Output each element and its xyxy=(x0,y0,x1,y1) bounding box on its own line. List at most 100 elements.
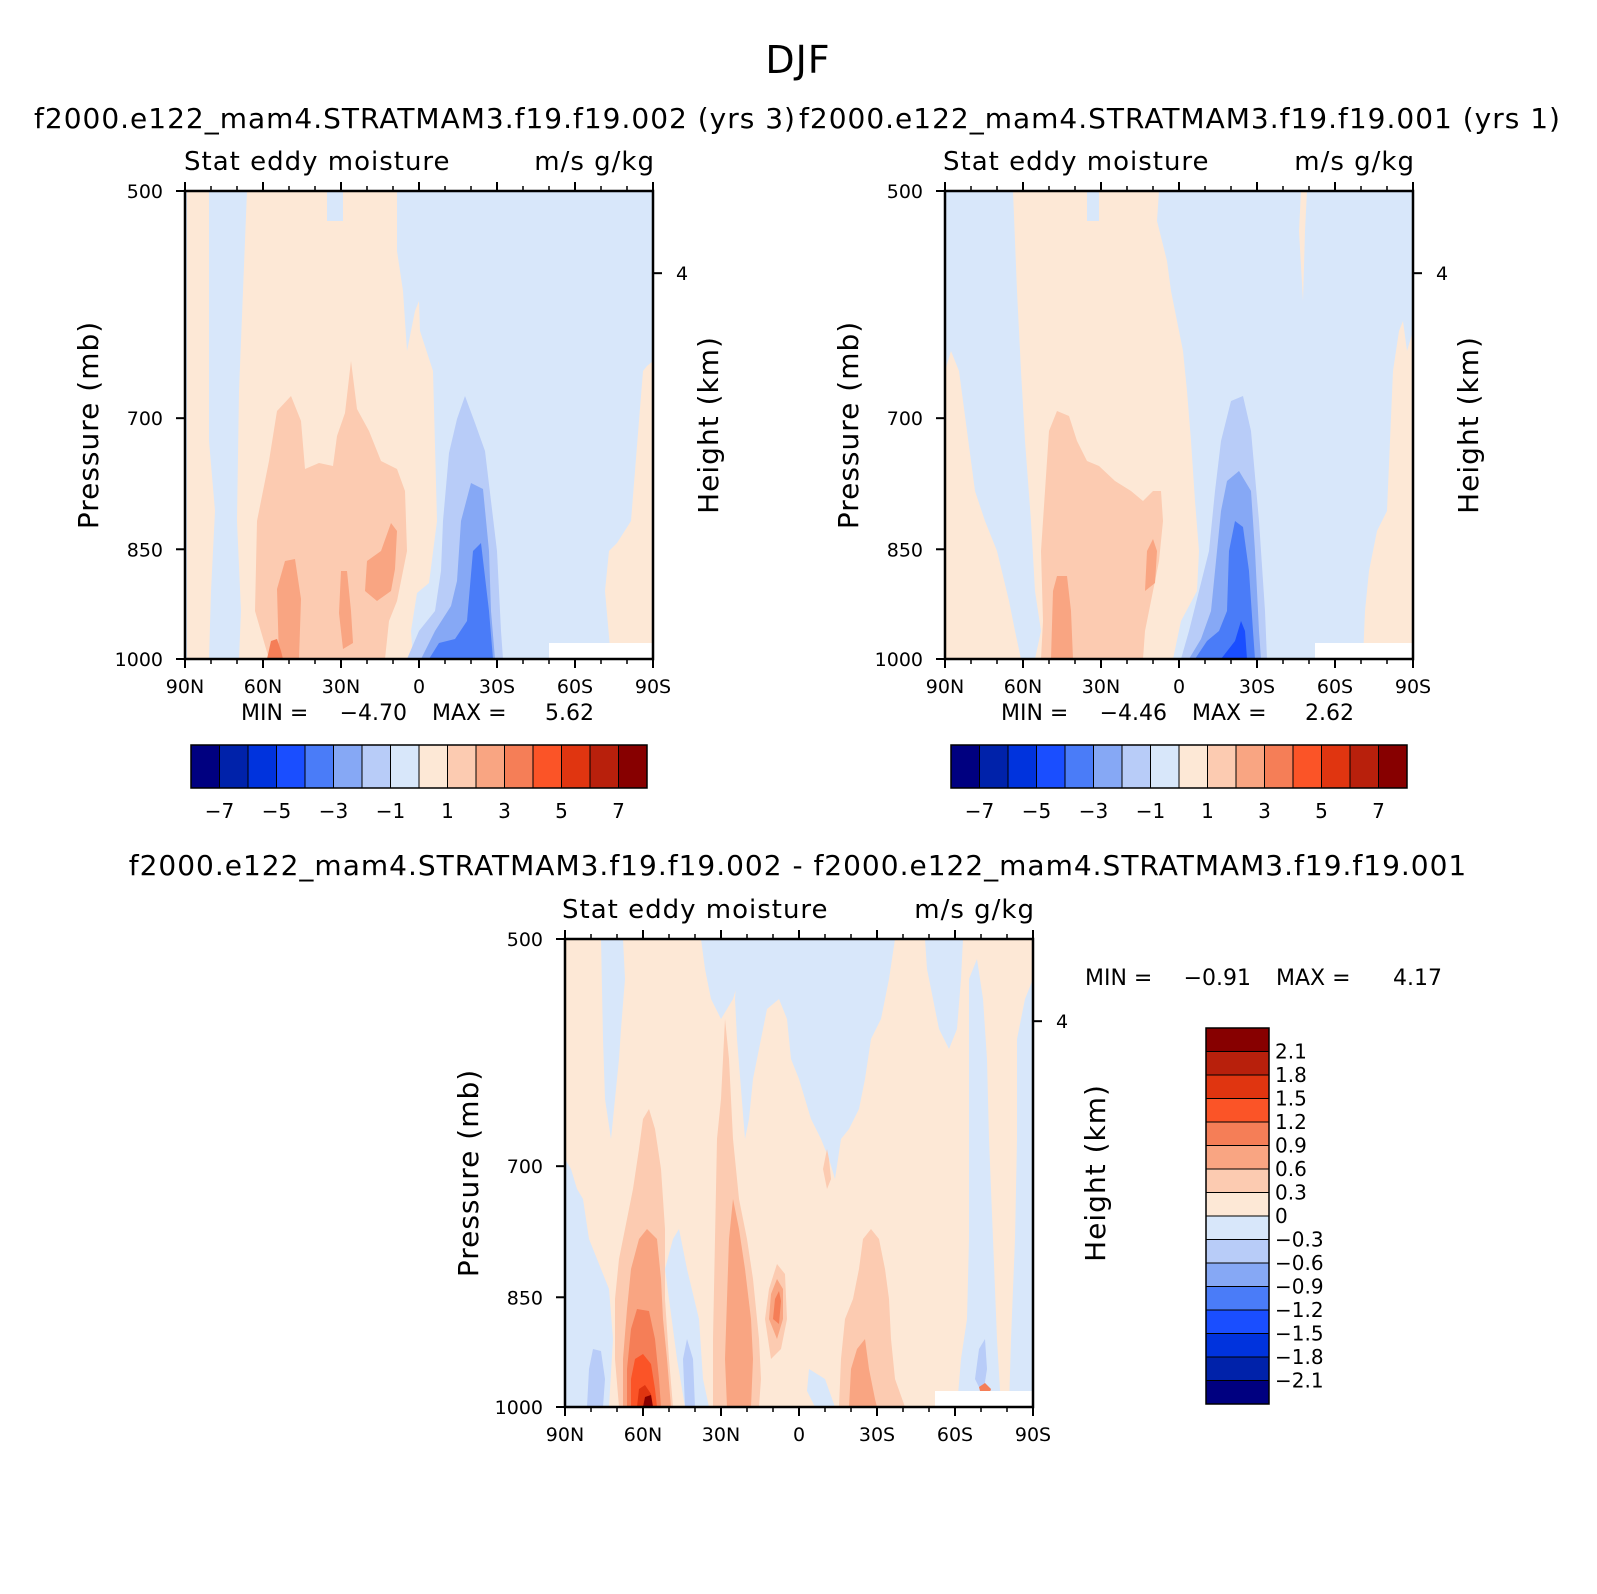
panel-1-colorbar-label: −7 xyxy=(205,799,234,823)
panel-2-colorbar-box xyxy=(950,744,980,789)
panel-1-contour-pos-3-a xyxy=(277,559,301,659)
panel-1-x-tick-label: 30N xyxy=(322,676,360,698)
panel-2-colorbar-label: 3 xyxy=(1258,799,1271,823)
panel-1-x-tick-label: 30S xyxy=(479,676,515,698)
panel-3-ylabel-right: Height (km) xyxy=(1079,1084,1112,1262)
panel-3-contour-neg-1-g xyxy=(957,959,1001,1407)
panel-3-colorbar-label: −1.5 xyxy=(1275,1322,1324,1346)
panel-3: f2000.e122_mam4.STRATMAM3.f19.f19.002 - … xyxy=(129,849,1467,1446)
panel-2-ylabel-right: Height (km) xyxy=(1452,336,1485,514)
panel-1-variable: Stat eddy moisture xyxy=(184,147,451,177)
panel-2-ylabel: Pressure (mb) xyxy=(832,321,865,529)
panel-1-y-tick-label: 500 xyxy=(127,181,163,203)
panel-1-colorbar-box xyxy=(589,744,619,789)
panel-3-colorbar-box xyxy=(1205,1309,1270,1334)
panel-3-colorbar-label: −2.1 xyxy=(1275,1369,1324,1393)
panel-3-colorbar-label: 0.9 xyxy=(1275,1134,1307,1158)
panel-1-colorbar-label: −3 xyxy=(319,799,348,823)
panel-1-y-right-tick-label: 4 xyxy=(676,263,688,285)
panel-1-colorbar-box xyxy=(561,744,591,789)
panel-1-colorbar-label: 5 xyxy=(555,799,568,823)
panel-1-colorbar-box xyxy=(390,744,420,789)
panel-3-colorbar-box xyxy=(1205,1333,1270,1358)
panel-2-y-tick-label: 850 xyxy=(887,539,923,561)
panel-3-colorbar-box xyxy=(1205,1380,1270,1405)
panel-1-y-tick-label: 1000 xyxy=(115,649,163,671)
panel-1-colorbar-box xyxy=(304,744,334,789)
panel-1-x-tick-label: 60N xyxy=(244,676,282,698)
panel-1-min-label: MIN = xyxy=(241,701,308,726)
panel-1-contour-pos-3-b xyxy=(339,571,353,649)
panel-1-contour-neg-4 xyxy=(429,543,493,659)
panel-2-colorbar-box xyxy=(1093,744,1123,789)
panel-3-contour-pos-3-b xyxy=(773,1291,781,1324)
panel-2-colorbar-box xyxy=(1064,744,1094,789)
panel-3-y-tick-label: 1000 xyxy=(495,1397,543,1419)
panel-2-colorbar-label: −3 xyxy=(1079,799,1108,823)
panel-1-max-value: 5.62 xyxy=(545,701,594,726)
panel-3-contour-neg-1-c xyxy=(665,1229,709,1407)
panel-1-colorbar-box xyxy=(418,744,448,789)
panel-1-x-tick-label: 90N xyxy=(166,676,204,698)
panel-2-min-value: −4.46 xyxy=(1100,701,1167,726)
panel-1-x-tick-label: 60S xyxy=(557,676,593,698)
panel-1-colorbar-box xyxy=(276,744,306,789)
panel-3-missing-region xyxy=(935,1391,1033,1407)
panel-3-contour-neg-1-d xyxy=(701,939,741,1019)
panel-3-x-tick-label: 60N xyxy=(624,1424,662,1446)
panel-1-colorbar-box xyxy=(219,744,249,789)
panel-3-contour-neg-2-b xyxy=(683,1339,695,1407)
panel-1-max-label: MAX = xyxy=(432,701,507,726)
panel-2-contour-pos-3-b xyxy=(1145,539,1157,591)
panel-2-contour-pos-1-left xyxy=(945,351,1021,659)
panel-1-colorbar-box xyxy=(447,744,477,789)
panel-3-x-tick-label: 0 xyxy=(793,1424,805,1446)
panel-1-units: m/s g/kg xyxy=(534,147,655,177)
panel-2-contour-neg-5 xyxy=(1221,621,1247,659)
panel-2-max-label: MAX = xyxy=(1192,701,1267,726)
panel-3-y-ticks: 500 700 850 1000 4 xyxy=(495,929,1068,1419)
panel-2-colorbar-box xyxy=(1235,744,1265,789)
panel-3-contour-neg-1-i xyxy=(807,1369,835,1407)
panel-1-colorbar-box xyxy=(190,744,220,789)
panel-3-contour-neg-1-f xyxy=(925,939,963,1049)
panel-3-colorbar-label: 1.5 xyxy=(1275,1087,1307,1111)
panel-2-colorbar-label: −7 xyxy=(965,799,994,823)
panel-1-colorbar-box xyxy=(618,744,648,789)
panel-1-colorbar: −7 −5 −3 −1 1 3 5 7 xyxy=(190,744,648,823)
panel-2-contour-pos-1-right xyxy=(1363,321,1413,659)
panel-2-x-tick-label: 60S xyxy=(1317,676,1353,698)
panel-2-colorbar-label: 5 xyxy=(1315,799,1328,823)
panel-3-colorbar-label: −1.8 xyxy=(1275,1345,1324,1369)
panel-3-min-label: MIN = xyxy=(1085,966,1152,991)
panel-2-x-tick-label: 30N xyxy=(1082,676,1120,698)
panel-3-contour-pos-2-d xyxy=(849,1339,877,1407)
panel-2-plot-area xyxy=(945,191,1413,659)
panel-3-colorbar-box xyxy=(1205,1121,1270,1146)
panel-2-contour-pos-3-a xyxy=(1051,576,1073,659)
panel-3-colorbar-box xyxy=(1205,1262,1270,1287)
panel-2-title: f2000.e122_mam4.STRATMAM3.f19.f19.001 (y… xyxy=(799,102,1561,135)
panel-1-contour-pos-3-c xyxy=(365,523,397,601)
panel-2-colorbar-box xyxy=(1264,744,1294,789)
panel-2-colorbar-box xyxy=(1292,744,1322,789)
panel-1-colorbar-box xyxy=(247,744,277,789)
panel-3-colorbar: 2.11.81.51.20.90.60.30−0.3−0.6−0.9−1.2−1… xyxy=(1205,1027,1324,1405)
panel-3-colorbar-box xyxy=(1205,1051,1270,1076)
panel-1-contour-pos-4 xyxy=(267,639,283,659)
panel-3-colorbar-label: 0.3 xyxy=(1275,1181,1307,1205)
figure-title: DJF xyxy=(765,38,830,82)
panel-2-x-tick-label: 60N xyxy=(1004,676,1042,698)
panel-3-y-tick-label: 500 xyxy=(507,929,543,951)
panel-1-ylabel-right: Height (km) xyxy=(692,336,725,514)
panel-2-colorbar-label: 1 xyxy=(1201,799,1214,823)
panel-1-ylabel: Pressure (mb) xyxy=(72,321,105,529)
panel-1-contour-pos-1-left xyxy=(187,191,215,659)
panel-3-contour-neg-1-b xyxy=(601,939,625,1139)
panel-1-colorbar-box xyxy=(532,744,562,789)
panel-3-contour-neg-1-e xyxy=(735,939,895,1179)
panel-3-units: m/s g/kg xyxy=(914,895,1035,925)
panel-3-colorbar-box xyxy=(1205,1215,1270,1240)
panel-1-colorbar-frame xyxy=(190,744,648,789)
